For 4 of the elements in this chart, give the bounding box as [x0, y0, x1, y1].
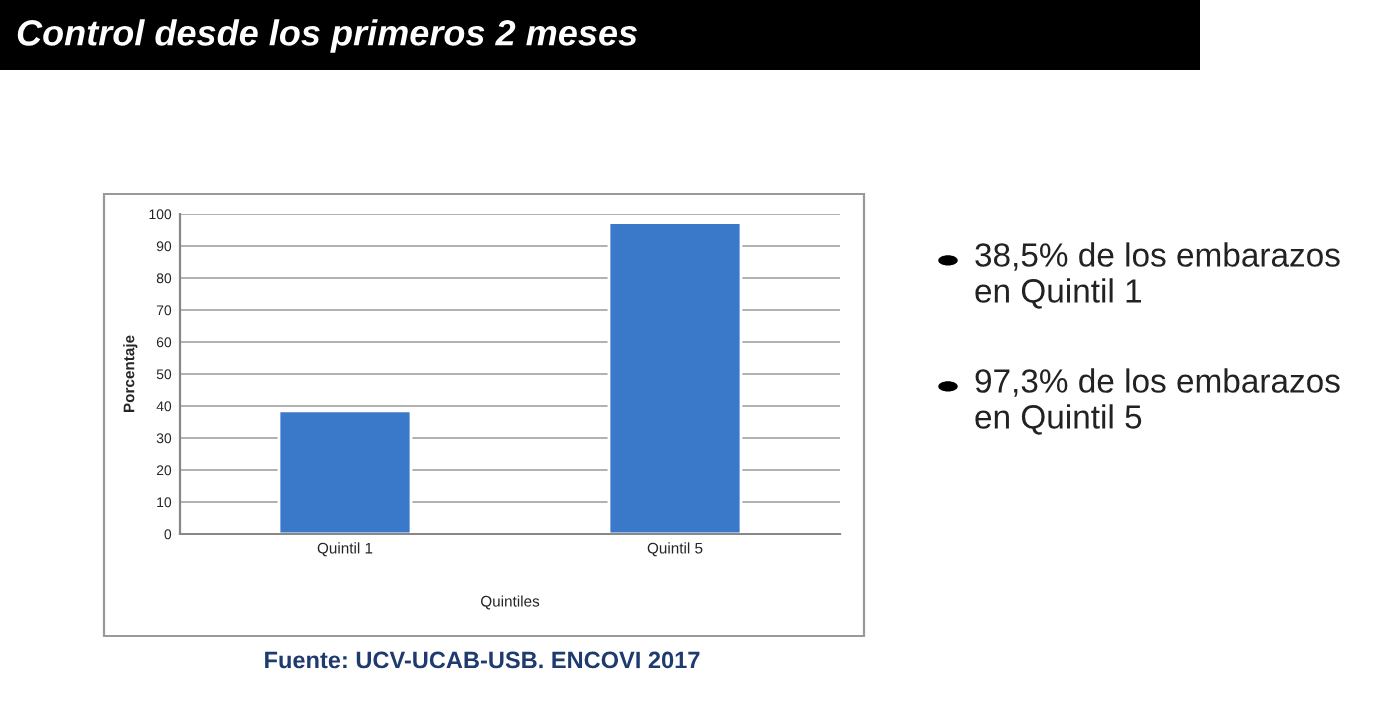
- text: 97,3% de los embarazos en Quintil 5: [975, 368, 1340, 435]
- text: 38,5% de los embarazos en Quintil 1: [975, 242, 1340, 309]
- chart-title: Control desde los primeros 2 meses: [17, 19, 637, 53]
- source-note: Fuente: UCV-UCAB-USB. ENCOVI 2017: [265, 651, 700, 669]
